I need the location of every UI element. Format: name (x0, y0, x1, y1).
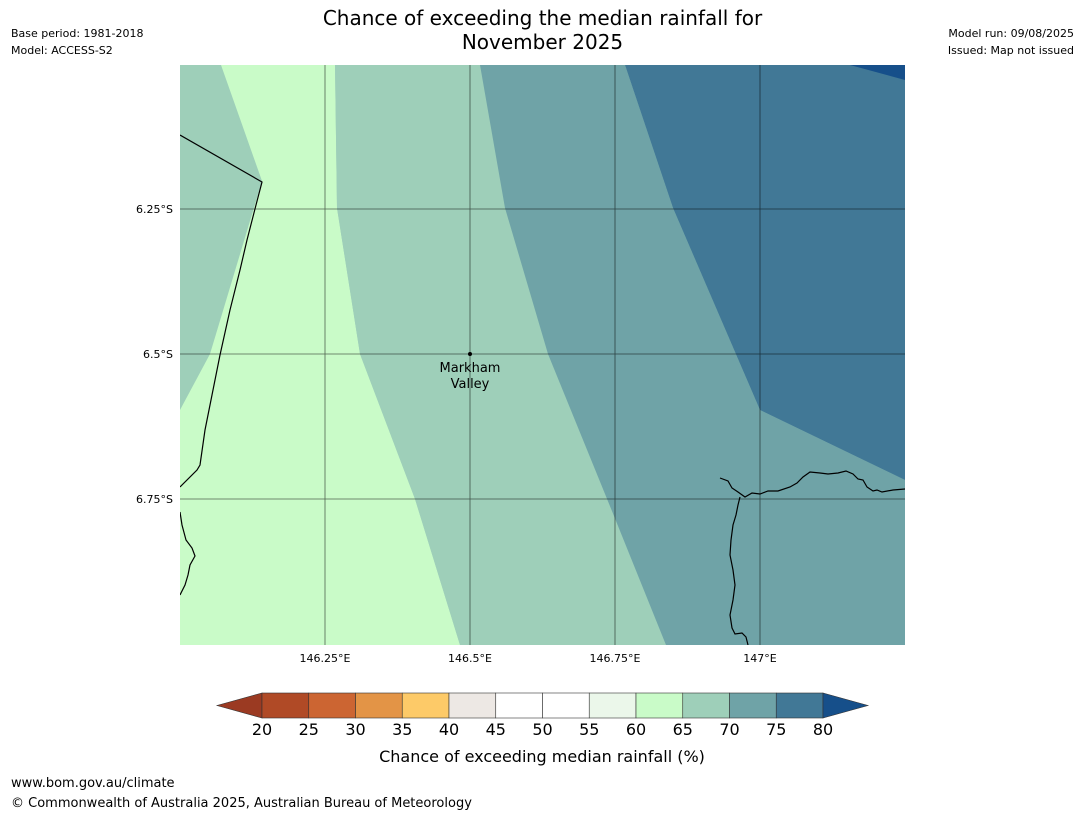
colorbar-tick-65: 65 (673, 720, 693, 739)
colorbar-cell-75-80 (775, 692, 824, 719)
lat-tick-labels: 6.25°S 6.5°S 6.75°S (136, 203, 173, 506)
colorbar-tick-25: 25 (299, 720, 319, 739)
zone-65-70 (335, 65, 666, 645)
colorbar-tick-20: 20 (252, 720, 272, 739)
colorbar-cell-25-30 (308, 692, 356, 719)
coast-gulf (719, 470, 905, 498)
colorbar-tick-50: 50 (532, 720, 552, 739)
base-period-text: Base period: 1981-2018 (11, 27, 144, 40)
colorbar-cells (261, 692, 824, 719)
colorbar-tick-labels: 20 25 30 35 40 45 50 55 60 65 70 75 80 (252, 720, 833, 739)
lon-tick-labels: 146.25°E 146.5°E 146.75°E 147°E (300, 652, 777, 665)
colorbar-title: Chance of exceeding median rainfall (%) (379, 747, 705, 766)
zone-above-80 (850, 65, 905, 80)
place-label-line-1: Markham (440, 361, 501, 376)
colorbar-tick-40: 40 (439, 720, 459, 739)
map-title: Chance of exceeding the median rainfall … (0, 6, 1085, 54)
place-label-line-2: Valley (451, 377, 490, 392)
map-panel[interactable] (180, 65, 905, 645)
lon-label-147: 147°E (743, 652, 776, 665)
lon-label-146-5: 146.5°E (448, 652, 492, 665)
lat-label-6-5: 6.5°S (143, 348, 173, 361)
colorbar-tick-80: 80 (813, 720, 833, 739)
lon-label-146-25: 146.25°E (300, 652, 351, 665)
border-line (180, 134, 263, 488)
colorbar-below-arrow (215, 692, 263, 719)
colorbar-above-arrow (822, 692, 870, 719)
colorbar: 20 25 30 35 40 45 50 55 60 65 70 75 80 Chance of exc… (215, 692, 870, 766)
colorbar-tick-45: 45 (486, 720, 506, 739)
colorbar-tick-30: 30 (345, 720, 365, 739)
footer: www.bom.gov.au/climate © Commonwealth of… (11, 774, 472, 814)
colorbar-cell-40-45 (448, 692, 497, 719)
title-line-2: November 2025 (461, 30, 624, 54)
zone-60-65 (180, 65, 460, 645)
colorbar-cell-55-60 (588, 692, 637, 719)
coast-southwest (180, 511, 196, 596)
coastlines (180, 134, 905, 645)
meta-right: Model run: 09/08/2025 Issued: Map not is… (948, 25, 1074, 59)
meta-left: Base period: 1981-2018 Model: ACCESS-S2 (11, 25, 143, 59)
colorbar-tick-75: 75 (766, 720, 786, 739)
colorbar-tick-55: 55 (579, 720, 599, 739)
lat-label-6-25: 6.25°S (136, 203, 173, 216)
zone-75-80 (625, 65, 905, 480)
model-text: Model: ACCESS-S2 (11, 44, 113, 57)
colorbar-cell-30-35 (355, 692, 403, 719)
lat-label-6-75: 6.75°S (136, 493, 173, 506)
coast-peninsula (729, 496, 749, 645)
issued-text: Issued: Map not issued (947, 44, 1074, 57)
footer-url[interactable]: www.bom.gov.au/climate (11, 776, 175, 791)
place-marker[interactable]: Markham Valley (440, 352, 501, 392)
model-run-text: Model run: 09/08/2025 (948, 27, 1074, 40)
colorbar-cell-35-40 (401, 692, 450, 719)
colorbar-cell-45-50 (495, 692, 543, 719)
lon-label-146-75: 146.75°E (590, 652, 641, 665)
colorbar-cell-65-70 (682, 692, 730, 719)
colorbar-cell-50-55 (542, 692, 590, 719)
title-line-1: Chance of exceeding the median rainfall … (322, 6, 763, 30)
footer-copyright: © Commonwealth of Australia 2025, Austra… (11, 796, 472, 811)
colorbar-tick-35: 35 (392, 720, 412, 739)
colorbar-cell-20-25 (261, 692, 310, 719)
colorbar-tick-60: 60 (626, 720, 646, 739)
colorbar-tick-70: 70 (719, 720, 739, 739)
colorbar-cell-70-75 (729, 692, 777, 719)
colorbar-cell-60-65 (635, 692, 684, 719)
zone-70-75 (480, 65, 905, 645)
markham-valley-dot (468, 352, 472, 356)
